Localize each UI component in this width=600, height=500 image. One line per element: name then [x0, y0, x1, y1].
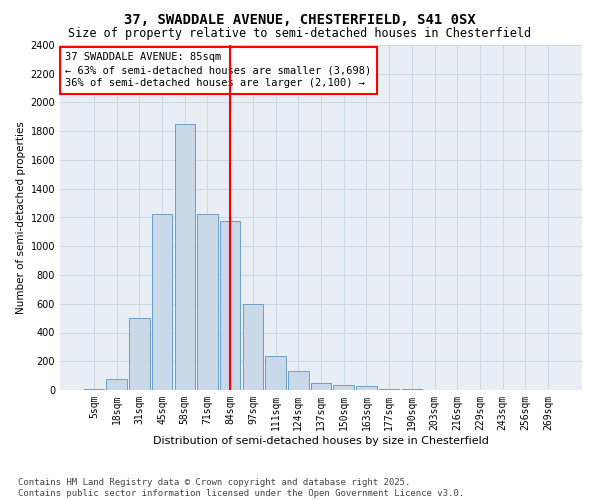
Bar: [129, 318, 149, 390]
Bar: [84, 388, 104, 390]
Text: Contains HM Land Registry data © Crown copyright and database right 2025.
Contai: Contains HM Land Registry data © Crown c…: [18, 478, 464, 498]
Bar: [379, 388, 400, 390]
Bar: [265, 356, 286, 390]
Bar: [152, 214, 172, 390]
X-axis label: Distribution of semi-detached houses by size in Chesterfield: Distribution of semi-detached houses by …: [153, 436, 489, 446]
Bar: [175, 124, 195, 390]
Bar: [334, 385, 354, 390]
Bar: [288, 372, 308, 390]
Bar: [106, 379, 127, 390]
Bar: [356, 386, 377, 390]
Text: 37 SWADDALE AVENUE: 85sqm
← 63% of semi-detached houses are smaller (3,698)
36% : 37 SWADDALE AVENUE: 85sqm ← 63% of semi-…: [65, 52, 371, 88]
Bar: [197, 214, 218, 390]
Text: Size of property relative to semi-detached houses in Chesterfield: Size of property relative to semi-detach…: [68, 28, 532, 40]
Bar: [311, 383, 331, 390]
Text: 37, SWADDALE AVENUE, CHESTERFIELD, S41 0SX: 37, SWADDALE AVENUE, CHESTERFIELD, S41 0…: [124, 12, 476, 26]
Bar: [242, 304, 263, 390]
Bar: [220, 221, 241, 390]
Y-axis label: Number of semi-detached properties: Number of semi-detached properties: [16, 121, 26, 314]
